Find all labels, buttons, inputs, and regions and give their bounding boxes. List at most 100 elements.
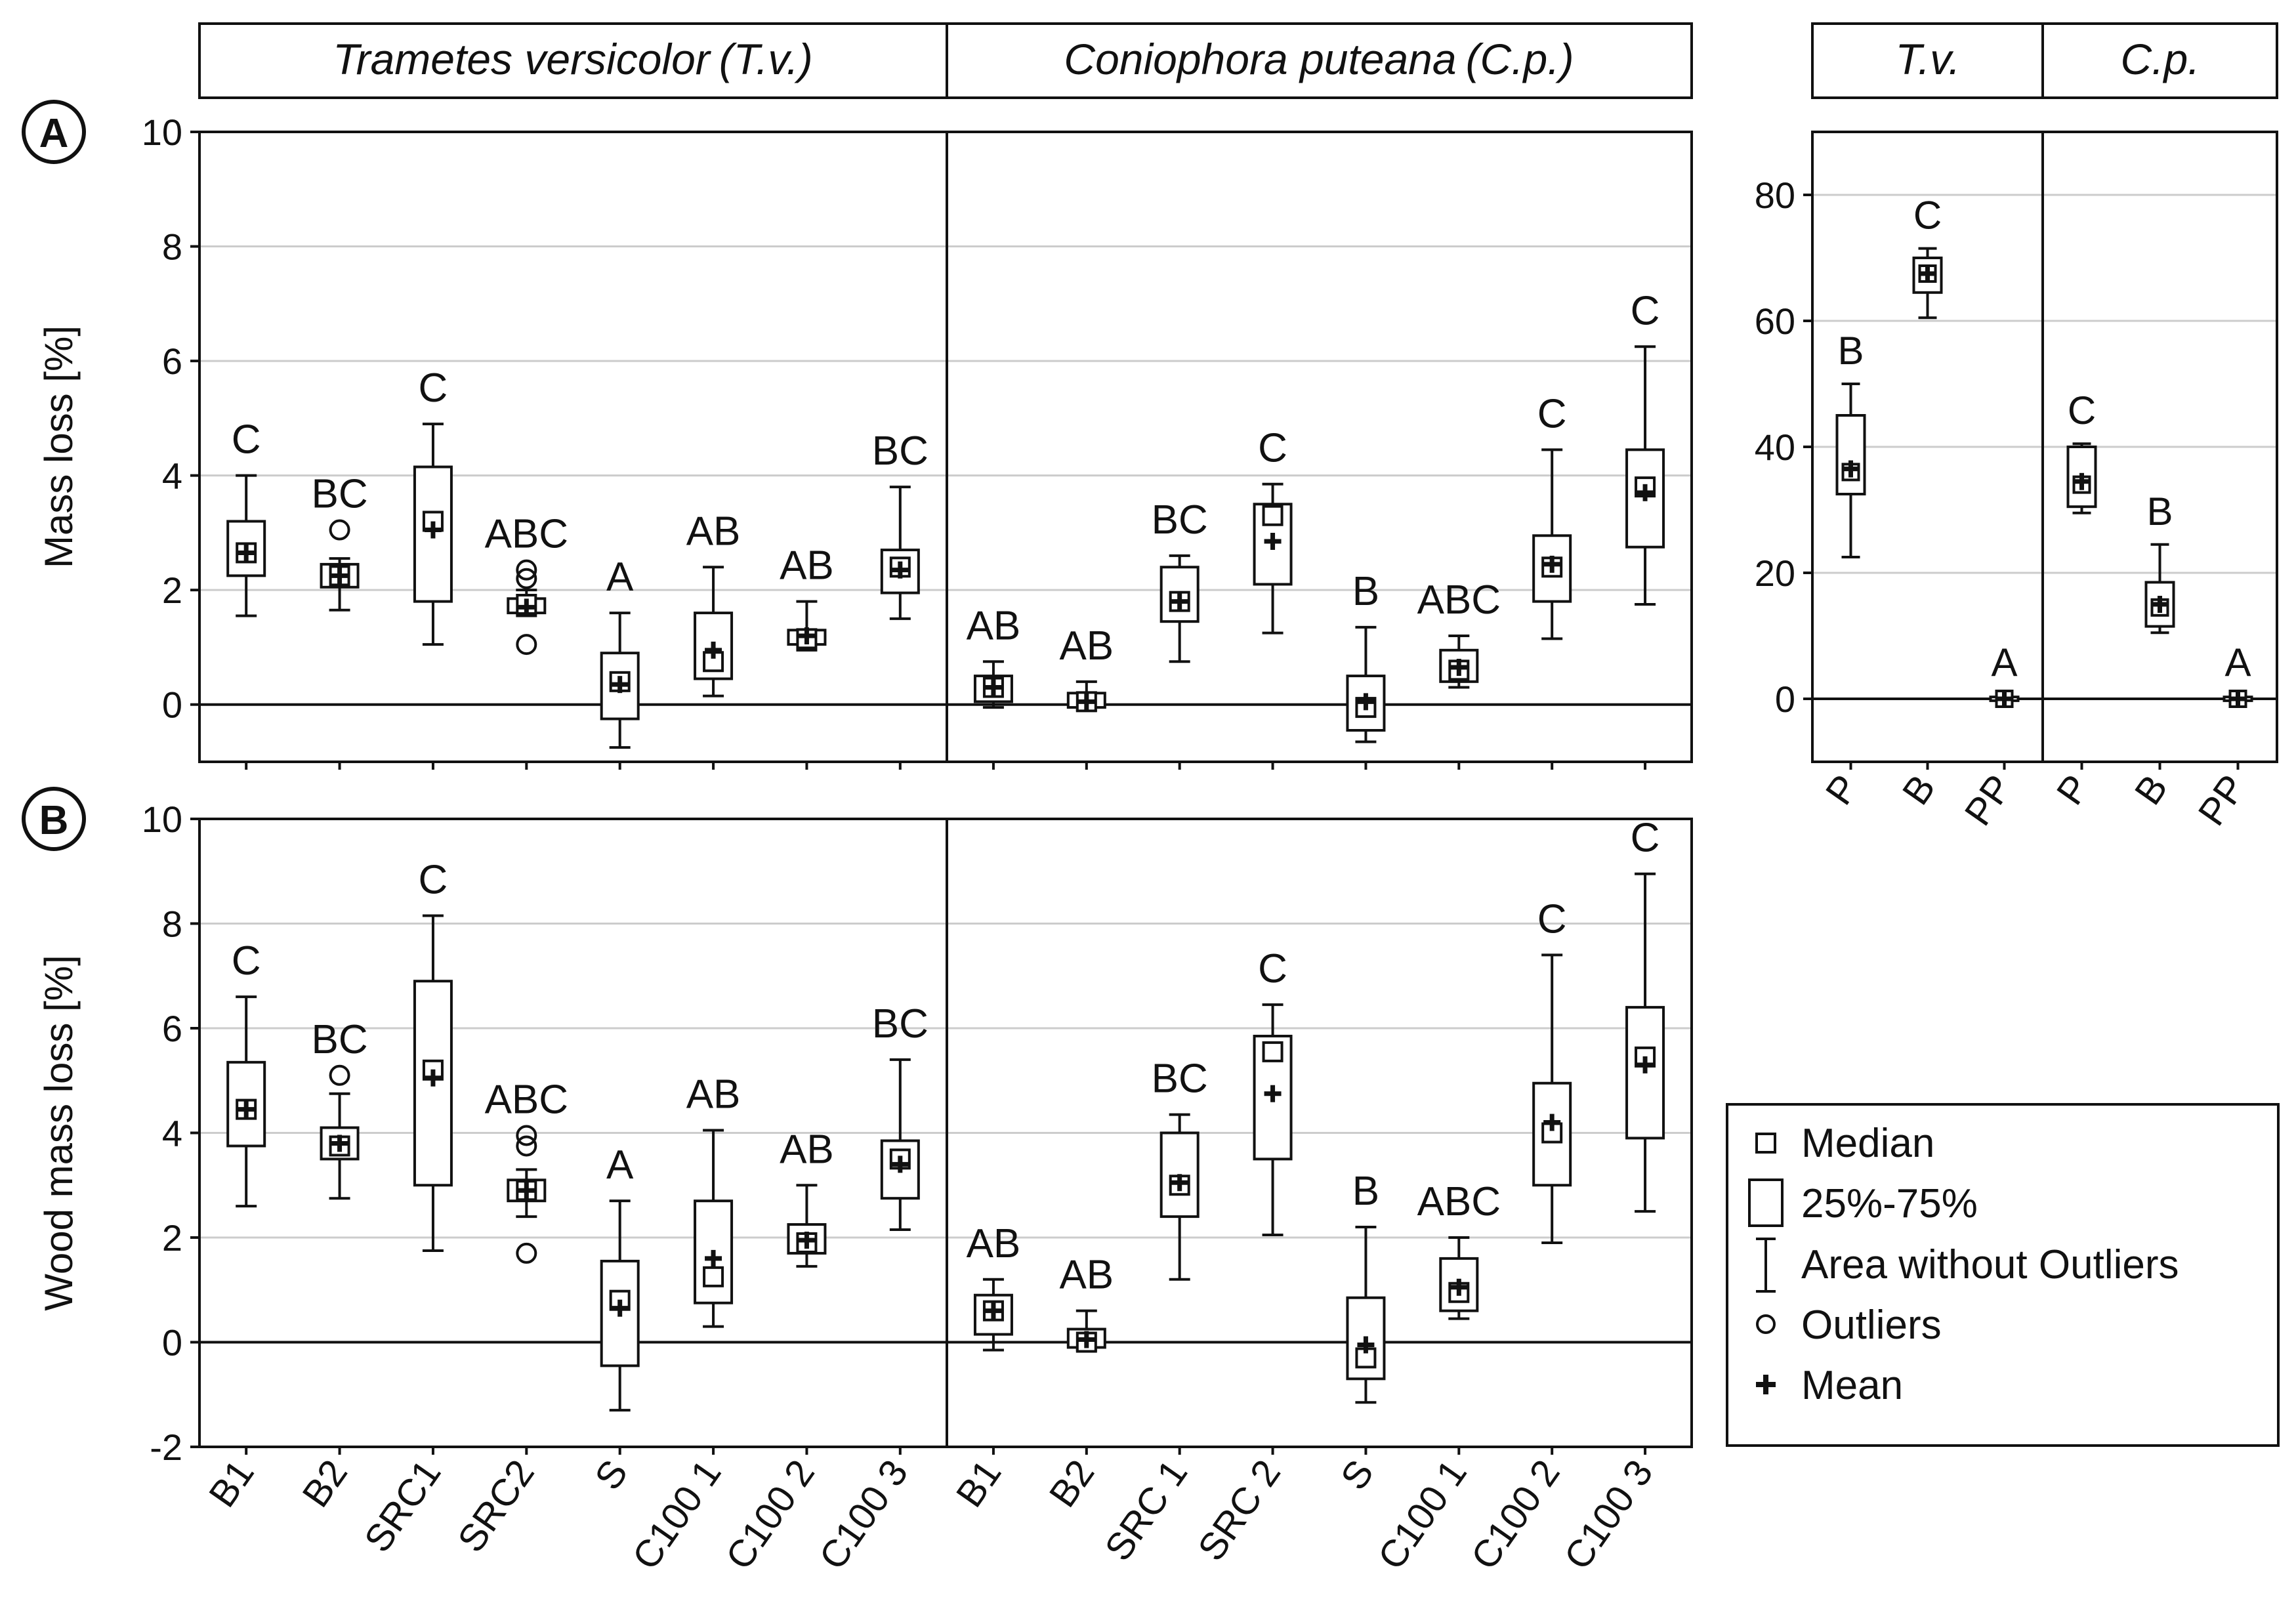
chart-b-ytick-label-8: 8 (162, 904, 182, 945)
chart-b-g2-src-2-letter: C (1258, 946, 1287, 991)
inset-header-bar (1811, 22, 2278, 99)
chart-b-g1-c100-1-box: AB (686, 1072, 741, 1328)
chart-a-inset-g1-p-box: B (1835, 329, 1866, 558)
legend-iqr-symbol (1748, 1178, 1784, 1227)
chart-a-g1-src2-box: ABC (485, 512, 568, 656)
chart-b-g1-src2-outlier-2 (516, 1135, 537, 1157)
chart-a-g1-c100-3-letter: BC (872, 428, 929, 474)
chart-a-inset-g2-p-box: C (2066, 388, 2097, 514)
chart-b-ytick-label-2: -2 (150, 1427, 182, 1468)
chart-a-g1-src2-outlier-3 (516, 634, 537, 656)
chart-b-g2-c100-1-letter: ABC (1417, 1179, 1501, 1224)
chart-b-g2-b2-box: AB (1059, 1253, 1114, 1353)
chart-a-ytick-label-4: 4 (162, 455, 182, 497)
chart-a-g1-s-letter: A (606, 554, 634, 600)
chart-b-g2-c100-1-box: ABC (1417, 1179, 1501, 1320)
panel-label-b-text: B (39, 798, 69, 843)
panel-label-a-text: A (39, 111, 69, 156)
chart-b-ytick-label-4: 4 (162, 1113, 182, 1154)
chart-a-inset-g2-p-letter: C (2068, 388, 2096, 432)
chart-a-g1-src2-outlier-1 (516, 559, 537, 581)
chart-b-g1-src1-box: C (413, 858, 453, 1252)
chart-a-g1-src2-letter: ABC (485, 512, 568, 557)
chart-a-ytick-label-6: 6 (162, 341, 182, 382)
chart-a-ytick-label-0: 0 (162, 684, 182, 726)
chart-a-inset-g1-b-letter: C (1913, 194, 1942, 238)
chart-b-g1-s-letter: A (606, 1142, 634, 1188)
chart-a-inset-g2-pp-letter: A (2224, 640, 2251, 684)
chart-a-inset-g1-pp-letter: A (1991, 640, 2017, 684)
chart-b-g2-b1-letter: AB (967, 1221, 1021, 1266)
header-tv-abbreviation: (T.v.) (719, 35, 813, 83)
chart-a-g1-b2-letter: BC (311, 472, 367, 517)
chart-b-g1-b1-box: C (226, 938, 266, 1208)
legend-median-symbol (1755, 1133, 1776, 1154)
chart-a-inset-g1-b-box: C (1912, 194, 1943, 320)
chart-a-inset-ytick-label-20: 20 (1755, 552, 1795, 594)
panel-label-b: B (22, 787, 86, 851)
chart-a-ytick-label-8: 8 (162, 226, 182, 268)
chart-b-g2-src-2-median (1262, 1041, 1284, 1062)
legend-mean-label: Mean (1801, 1363, 1903, 1408)
chart-a-g1-c100-1-letter: AB (686, 509, 741, 554)
chart-a-inset-g1-p-letter: B (1837, 329, 1864, 373)
chart-a-inset-ytick-label-0: 0 (1775, 678, 1795, 720)
chart-a-g1-b2-box: BC (311, 472, 368, 612)
chart-b-g1-b2-box: BC (311, 1017, 368, 1200)
chart-b-frame (198, 818, 1693, 1448)
chart-b-g2-src-1-letter: BC (1152, 1056, 1208, 1102)
chart-b-g1-c100-1-letter: AB (686, 1072, 741, 1117)
chart-b-g1-c100-2-box: AB (780, 1127, 834, 1268)
chart-a-g2-s-box: B (1346, 569, 1386, 743)
chart-b-g2-b2-letter: AB (1059, 1253, 1114, 1298)
header-cp: Coniophora puteana (C.p.) (1064, 35, 1574, 83)
chart-b-g2-c100-2-box: C (1532, 896, 1572, 1244)
chart-a-g1-s-box: A (600, 554, 640, 749)
chart-b-ytick-label-0: 0 (162, 1322, 182, 1364)
inset-header-cp: C.p. (2120, 35, 2200, 83)
header-cp-species: Coniophora puteana (1064, 35, 1456, 83)
chart-a-inset-ytick-label-60: 60 (1755, 301, 1795, 342)
chart-b-g2-src-2-box: C (1253, 946, 1293, 1237)
chart-a-g2-src-1-box: BC (1152, 497, 1208, 663)
chart-a-g1-src1-letter: C (419, 365, 448, 411)
chart-a-g1-b2-outlier-1 (329, 519, 350, 541)
chart-a-frame (198, 131, 1693, 763)
chart-a-g2-b1-box: AB (967, 603, 1020, 709)
legend-whisker-label: Area without Outliers (1801, 1242, 2179, 1287)
chart-b-g1-src1-letter: C (419, 858, 448, 903)
chart-a-g1-src1-box: C (413, 365, 453, 646)
chart-a-inset-g2-b-box: B (2144, 490, 2175, 635)
chart-b-g1-s-box: A (600, 1142, 640, 1412)
chart-b-g2-b1-box: AB (967, 1221, 1021, 1352)
chart-a-g2-src-2-box: C (1253, 426, 1293, 635)
chart-a-ytick-label-2: 2 (162, 570, 182, 611)
legend-frame (1726, 1103, 2280, 1447)
chart-b-g1-b1-letter: C (232, 938, 261, 984)
legend-mean-symbol (1756, 1375, 1776, 1394)
legend-whisker-symbol (1756, 1238, 1776, 1293)
chart-a-g1-b1-letter: C (232, 417, 261, 463)
chart-a-g2-c100-3-letter: C (1631, 288, 1660, 333)
chart-a-inset-g2-b-letter: B (2146, 490, 2173, 533)
chart-a-g2-c100-2-letter: C (1537, 391, 1567, 436)
legend: Median 25%-75% Area without Outliers Out… (1726, 1103, 2280, 1447)
chart-b-g1-src2-letter: ABC (485, 1077, 568, 1122)
chart-b-g2-src-1-box: BC (1152, 1056, 1208, 1281)
chart-a-g1-c100-3-box: BC (872, 428, 929, 620)
chart-a-inset-g1-pp-box: A (1989, 640, 2020, 708)
chart-a-g2-b2-letter: AB (1059, 623, 1114, 669)
chart-a-g1-src2-outlier-2 (516, 568, 537, 589)
chart-b-ytick-label-2: 2 (162, 1217, 182, 1259)
chart-a-inset-ytick-label-40: 40 (1755, 427, 1795, 468)
chart-a-g2-c100-1-letter: ABC (1417, 577, 1501, 623)
chart-b-g1-c100-1-median (703, 1266, 724, 1287)
chart-b-g1-c100-3-box: BC (872, 1001, 929, 1232)
chart-a-inset-g1-p-iqr (1835, 414, 1866, 495)
chart-a-g2-c100-2-box: C (1532, 391, 1572, 640)
chart-a-inset-ytick-label-80: 80 (1755, 175, 1795, 216)
chart-a-g2-c100-1-box: ABC (1417, 577, 1501, 689)
chart-b-g1-src2-outlier-1 (516, 1125, 537, 1146)
chart-b-g2-c100-3-letter: C (1631, 816, 1660, 861)
